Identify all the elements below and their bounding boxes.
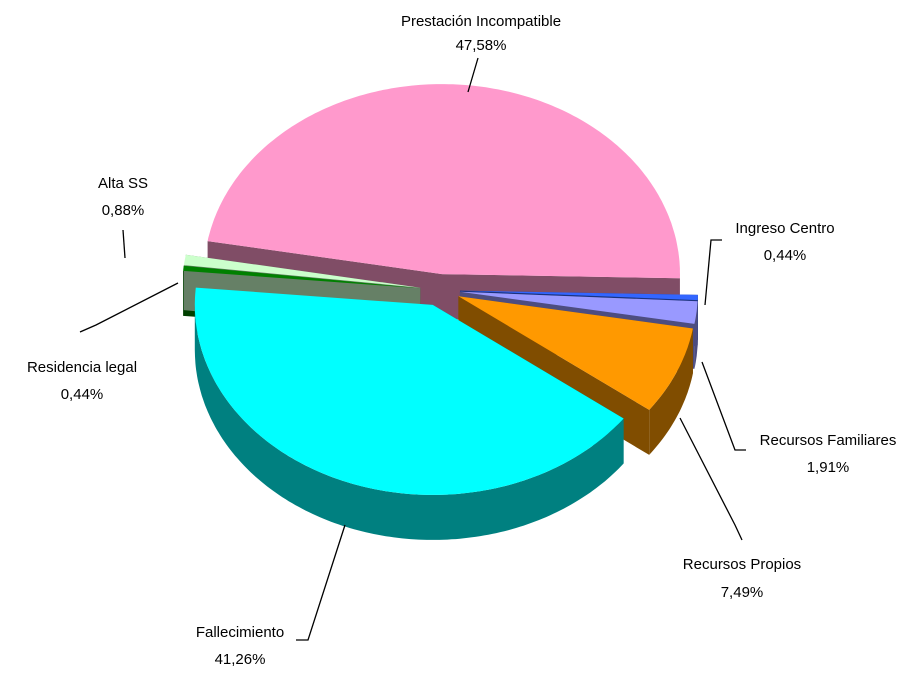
slice-label: Ingreso Centro [735, 220, 834, 237]
slice-label: Residencia legal [27, 359, 137, 376]
slice-label: Fallecimiento [196, 624, 284, 641]
pie [183, 84, 698, 540]
slice [458, 296, 693, 410]
slice-side [694, 301, 698, 369]
slice-side [649, 328, 693, 455]
slice-value: 47,58% [456, 37, 507, 54]
slice-label: Alta SS [98, 175, 148, 192]
slice-value: 0,88% [102, 202, 145, 219]
leader-line [79, 282, 179, 333]
leader-line [704, 239, 722, 306]
slice-value: 1,91% [807, 459, 850, 476]
slice-value: 0,44% [61, 386, 104, 403]
slice [183, 265, 421, 289]
slice [183, 254, 421, 288]
leader-line [701, 361, 746, 451]
slice [459, 291, 698, 324]
leader-line [467, 57, 479, 93]
slice-value: 7,49% [721, 584, 764, 601]
pie-layer [183, 84, 698, 495]
leader-line [296, 524, 346, 641]
slice [460, 290, 698, 301]
slice [194, 287, 624, 495]
slice-side [194, 304, 624, 540]
leader-line [122, 229, 126, 259]
slice-label: Recursos Propios [683, 556, 801, 573]
slice-value: 0,44% [764, 247, 807, 264]
slice-value: 41,26% [215, 651, 266, 668]
slice-label: Recursos Familiares [760, 432, 897, 449]
slice-label: Prestación Incompatible [401, 13, 561, 30]
slice [207, 84, 680, 279]
leader-line [679, 417, 743, 541]
